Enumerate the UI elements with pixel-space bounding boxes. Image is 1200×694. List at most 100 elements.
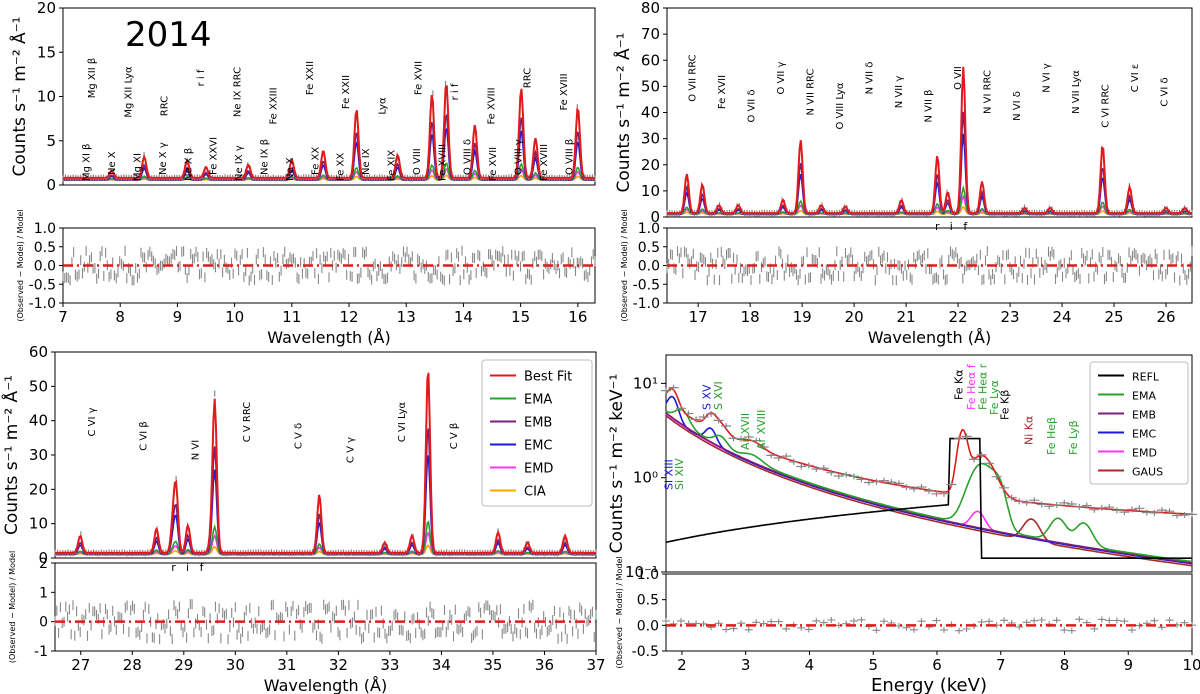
x-tick-label: 2 [677,656,687,674]
p4-residual-axes-frame [665,573,1193,652]
line-label-top: O VII [953,66,964,90]
line-label: Ar XVIII [755,410,768,450]
legend-label: EMC [1132,428,1156,441]
line-label-top: Fe XXII [305,61,316,95]
line-label-top: r i f [196,69,207,86]
p4-residual-data [662,616,1196,634]
line-label: Ar XVII [739,413,752,450]
line-label: Fe Kα [952,370,965,400]
line-label-top: O VII δ [747,89,758,122]
line-label-top: N VI δ [1012,91,1023,121]
y-tick-label: 0 [650,208,660,226]
y-tick-label: 15 [37,43,56,61]
line-label-top: N VI [190,440,201,460]
line-label-top: C V γ [345,437,356,463]
x-tick-label: 9 [173,308,183,326]
x-tick-label: 36 [535,656,554,674]
y-tick-label: 10⁻¹ [625,563,658,581]
x-tick-label: 14 [454,308,473,326]
y-tick-label: 30 [29,446,48,464]
triplet-label: f [963,220,968,233]
res-y-tick-label: 0.5 [638,240,660,256]
panel-3-wavelength-26-37: 0 10 20 30 40 50 60 27 28 29 30 31 32 33 34 35 36 37 -1 0 1 2… [0,343,606,694]
y-axis-label: Counts s⁻¹ m⁻² Å⁻¹ [612,33,634,193]
y-tick-label: 80 [641,0,660,17]
line-label-top: C V δ [294,423,305,449]
y-axis-label: Counts s⁻¹ m⁻² Å⁻¹ [8,17,30,177]
res-y-tick-label: 0.0 [34,259,56,275]
y-tick-label: 40 [29,412,48,430]
res-y-tick-label: 0.5 [637,593,659,609]
line-label-bottom: Ne IX γ [234,145,245,181]
line-label-top: Lyα [377,97,388,115]
y-axis-label: Counts s⁻¹ m⁻² Å⁻¹ [0,375,22,535]
line-label: S XVI [712,381,725,410]
p2-component-emc [667,133,1193,216]
line-label-top: Fe XVII [414,61,425,95]
y-tick-label: 10 [29,515,48,533]
line-label: Fe Kβ [998,390,1011,420]
x-tick-label: 8 [1060,656,1070,674]
y-tick-label: 60 [641,51,660,69]
line-label-top: C V β [449,423,460,450]
x-tick-label: 24 [1053,308,1072,326]
residual-axis-label: (Observed − Model) / Model [16,209,25,321]
line-label-top: N VII γ [894,76,905,109]
res-y-tick-label: -0.5 [29,277,56,293]
line-label: Fe Heα f [965,363,978,410]
res-y-tick-label: 0 [39,615,48,631]
x-tick-label: 21 [897,308,916,326]
x-tick-label: 19 [793,308,812,326]
res-y-tick-label: 0.0 [637,618,659,634]
x-tick-label: 33 [380,656,399,674]
x-tick-label: 4 [805,656,815,674]
triplet-label: f [200,561,205,574]
line-label: Si XIV [673,458,686,490]
line-label-top: O VII RRC [688,54,699,101]
x-axis-label: Wavelength (Å) [264,676,387,694]
line-label-bottom: O VIII β [564,139,575,175]
line-label-top: RRC [523,68,534,88]
x-tick-label: 16 [568,308,587,326]
line-label-top: N VII δ [865,62,876,95]
x-tick-label: 15 [511,308,530,326]
line-label-top: C VI β [139,421,150,451]
res-y-tick-label: 1 [39,585,48,601]
y-tick-label: 70 [641,25,660,43]
line-label-bottom: Fe XVIII [539,144,550,181]
legend-label: GAUS [1132,466,1163,479]
y-tick-label: 20 [641,156,660,174]
res-y-tick-label: -1.0 [633,296,660,312]
y-tick-label: 50 [641,77,660,95]
p1-residual-data [62,245,596,286]
res-y-tick-label: -0.5 [632,644,659,660]
p1-best-fit [63,85,595,179]
line-label-bottom: Ne X [107,151,118,175]
line-label-top: Fe XXIII [269,87,280,124]
line-label-bottom: O VIII [412,148,423,175]
x-tick-label: 7 [996,656,1006,674]
x-tick-label: 32 [329,656,348,674]
y-tick-label: 30 [641,130,660,148]
legend-label: EMB [1132,409,1156,422]
y-tick-label: 10¹ [633,374,658,392]
line-label-top: C VI ε [1130,64,1141,93]
p4-main-axes-frame [665,354,1193,573]
p4-curve-ema [665,408,1193,563]
legend-label: EMB [524,416,552,431]
line-label-top: C VI Lyα [397,401,408,442]
x-tick-label: 26 [1156,308,1175,326]
x-tick-label: 13 [397,308,416,326]
triplet-label: i [950,220,953,233]
x-tick-label: 37 [586,656,605,674]
line-label: Ni Kα [1023,416,1036,445]
x-axis-label: Energy (keV) [871,675,987,694]
line-label-top: Mg XII Lyα [123,66,134,118]
x-tick-label: 25 [1104,308,1123,326]
res-y-tick-label: -1 [34,644,48,660]
p4-curve-refl [665,437,1192,559]
legend-label: EMD [524,462,553,477]
res-y-tick-label: 0.5 [34,240,56,256]
line-label: Fe Heβ [1045,417,1058,455]
line-label-top: O VII γ [776,61,787,94]
